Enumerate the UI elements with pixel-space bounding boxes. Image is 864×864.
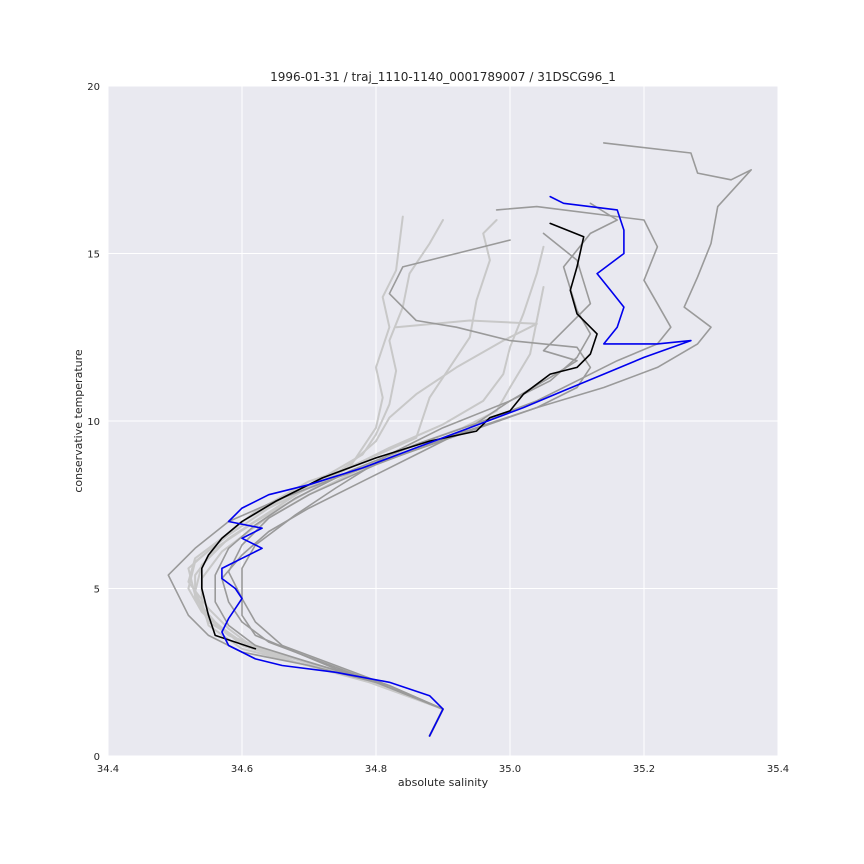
grid-lines [107,85,779,757]
profile-line-black-12 [201,222,598,650]
x-tick-label: 35.4 [767,764,789,775]
x-tick-label: 35.2 [633,764,655,775]
profile-line-light-gray-3 [187,245,545,737]
y-tick-label: 0 [94,752,100,763]
x-tick-labels: 34.4 34.6 34.8 35.0 35.2 35.4 [97,764,789,775]
x-axis-label: absolute salinity [398,776,489,789]
y-tick-label: 20 [87,82,100,93]
x-tick-label: 35.0 [499,764,521,775]
y-axis-label: conservative temperature [72,349,85,493]
profile-line-mid-gray-9 [214,205,672,737]
profile-line-mid-gray-11 [221,232,592,737]
chart-title: 1996-01-31 / traj_1110-1140_0001789007 /… [270,70,616,84]
profile-line-blue-13 [221,195,692,737]
x-tick-label: 34.4 [97,764,119,775]
profile-line-light-gray-6 [194,219,444,737]
y-tick-label: 10 [87,417,100,428]
y-tick-label: 15 [87,250,100,261]
series-layer [167,142,753,737]
x-tick-label: 34.6 [231,764,253,775]
y-tick-label: 5 [94,585,100,596]
y-tick-labels: 0 5 10 15 20 [87,82,100,763]
x-tick-label: 34.8 [365,764,387,775]
